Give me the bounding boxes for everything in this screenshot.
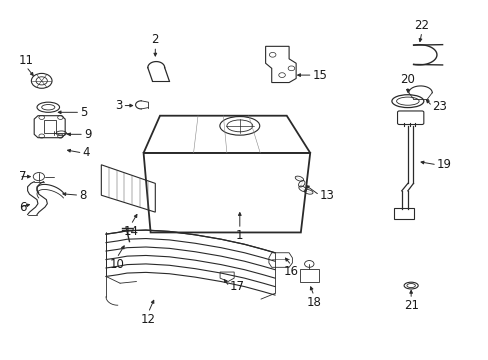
Text: 6: 6 <box>19 201 27 213</box>
Text: 10: 10 <box>109 258 124 271</box>
Text: 5: 5 <box>80 106 87 119</box>
Text: 19: 19 <box>436 158 451 171</box>
Text: 13: 13 <box>319 189 334 202</box>
Text: 15: 15 <box>312 69 327 82</box>
Text: 3: 3 <box>115 99 122 112</box>
Text: 23: 23 <box>431 100 446 113</box>
Text: 2: 2 <box>151 33 159 46</box>
Text: 8: 8 <box>79 189 86 202</box>
Text: 9: 9 <box>84 128 91 141</box>
Text: 21: 21 <box>403 299 418 312</box>
Text: 22: 22 <box>414 19 428 32</box>
Text: 4: 4 <box>82 147 90 159</box>
Text: 17: 17 <box>229 280 244 293</box>
Text: 18: 18 <box>306 296 321 309</box>
Text: 20: 20 <box>400 73 414 86</box>
Text: 11: 11 <box>19 54 34 67</box>
Text: 16: 16 <box>284 265 298 278</box>
Text: 1: 1 <box>236 229 243 242</box>
Text: 12: 12 <box>141 312 156 326</box>
Text: 7: 7 <box>19 170 27 183</box>
Text: 14: 14 <box>123 225 138 238</box>
